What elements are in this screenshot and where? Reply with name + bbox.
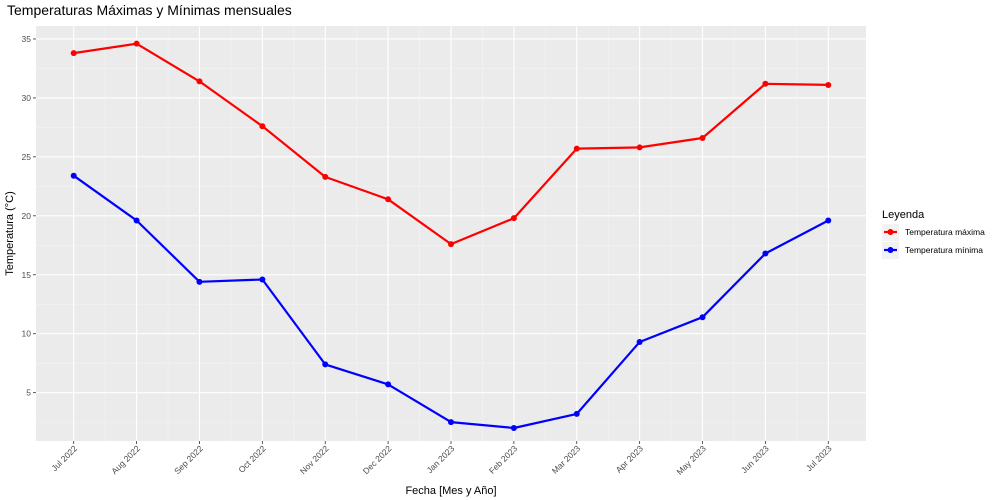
x-tick-label: Sep 2022 bbox=[172, 443, 205, 476]
data-point bbox=[825, 217, 832, 224]
legend-label: Temperatura máxima bbox=[905, 227, 985, 237]
data-point bbox=[448, 241, 454, 248]
data-point bbox=[636, 144, 643, 151]
data-point bbox=[699, 314, 706, 321]
data-point bbox=[322, 361, 329, 368]
legend-label: Temperatura mínima bbox=[905, 245, 983, 255]
y-tick-label: 35 bbox=[22, 34, 32, 44]
chart-title: Temperaturas Máximas y Mínimas mensuales bbox=[7, 2, 292, 18]
data-point bbox=[573, 410, 580, 417]
data-point bbox=[133, 217, 140, 224]
data-point bbox=[762, 250, 769, 257]
x-tick-label: Jun 2023 bbox=[739, 443, 771, 475]
x-axis-title: Fecha [Mes y Año] bbox=[405, 485, 496, 497]
data-point bbox=[322, 173, 329, 180]
y-tick-label: 15 bbox=[22, 270, 32, 280]
x-tick-label: Oct 2022 bbox=[236, 443, 268, 475]
x-tick-label: Jul 2023 bbox=[804, 443, 834, 473]
x-tick-label: Jul 2022 bbox=[49, 443, 79, 473]
y-tick-label: 10 bbox=[22, 329, 32, 339]
data-point bbox=[636, 338, 643, 345]
data-point bbox=[196, 278, 203, 285]
x-tick-label: Feb 2023 bbox=[487, 443, 520, 476]
data-point bbox=[825, 81, 832, 88]
x-tick-label: Dec 2022 bbox=[361, 443, 394, 476]
legend: Leyenda Temperatura máxima Temperatura mí… bbox=[882, 209, 985, 259]
y-tick-label: 30 bbox=[22, 93, 32, 103]
x-tick-label: Aug 2022 bbox=[109, 443, 142, 476]
data-point bbox=[385, 196, 392, 203]
legend-title: Leyenda bbox=[882, 209, 925, 221]
data-point bbox=[385, 381, 392, 388]
legend-key-point bbox=[887, 247, 894, 253]
x-tick-label: Mar 2023 bbox=[550, 443, 583, 476]
data-point bbox=[699, 135, 706, 142]
data-point bbox=[259, 276, 266, 283]
x-tick-label: Jan 2023 bbox=[425, 443, 457, 475]
data-point bbox=[573, 145, 580, 152]
data-point bbox=[70, 50, 77, 57]
data-point bbox=[70, 172, 77, 179]
data-point bbox=[259, 123, 266, 130]
y-tick-label: 25 bbox=[22, 152, 32, 162]
legend-items: Temperatura máxima Temperatura mínima bbox=[882, 224, 985, 259]
legend-key-point bbox=[887, 229, 894, 235]
y-axis-title: Temperatura (°C) bbox=[4, 191, 16, 275]
data-point bbox=[133, 40, 140, 47]
x-tick-label: May 2023 bbox=[674, 443, 708, 477]
data-point bbox=[448, 419, 454, 426]
y-tick-label: 20 bbox=[22, 211, 32, 221]
y-tick-label: 5 bbox=[26, 388, 31, 398]
data-point bbox=[510, 425, 517, 432]
x-tick-label: Nov 2022 bbox=[298, 443, 331, 476]
major-gridlines bbox=[36, 26, 866, 441]
data-point bbox=[762, 80, 769, 87]
x-tick-label: Apr 2023 bbox=[614, 443, 646, 475]
axis-ticks bbox=[33, 38, 829, 444]
data-point bbox=[196, 78, 203, 85]
data-point bbox=[510, 215, 517, 222]
series-points bbox=[70, 40, 832, 432]
